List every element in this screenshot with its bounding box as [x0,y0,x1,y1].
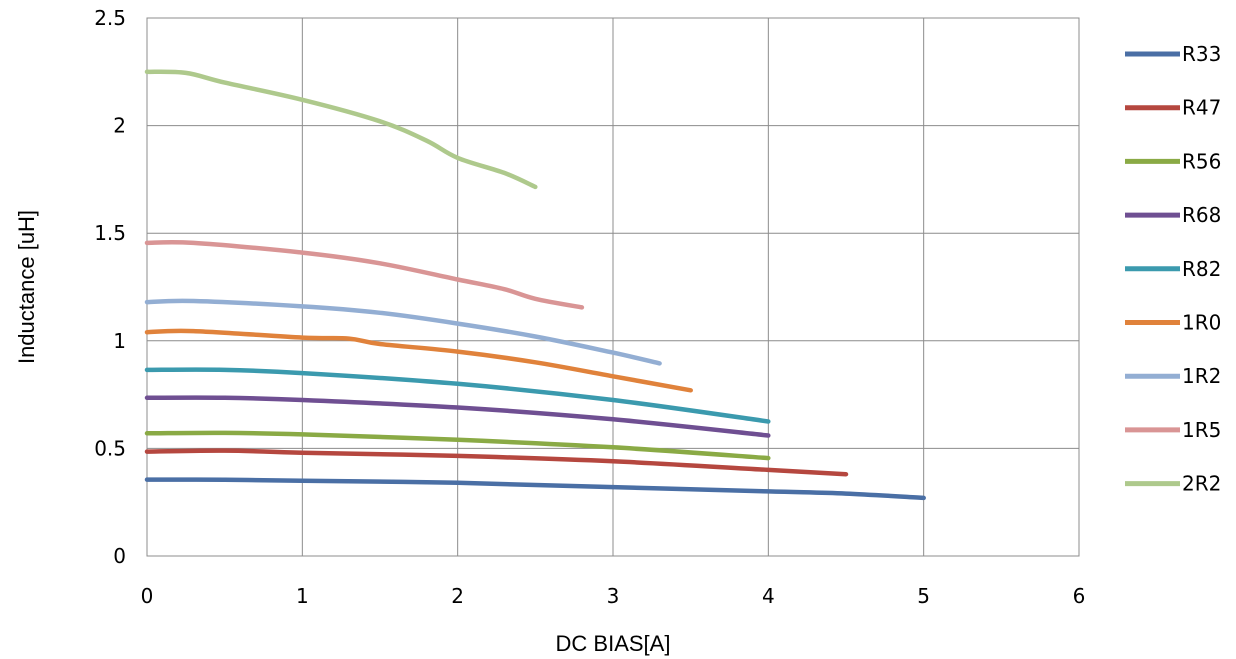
series-line-r47 [144,448,849,477]
legend-label-1r5: 1R5 [1182,418,1221,442]
x-tick-label: 6 [1073,584,1086,608]
y-axis-ticks: 0 0.5 1 1.5 2 2.5 [94,6,126,568]
series-line-1r5 [144,239,585,310]
y-tick-label: 0.5 [94,436,126,460]
x-tick-label: 0 [141,584,154,608]
legend-label-1r2: 1R2 [1182,364,1221,388]
series-line-r33 [144,477,926,501]
legend-label-2r2: 2R2 [1182,472,1221,496]
grid [146,17,1080,557]
y-tick-label: 1 [113,329,126,353]
legend: R33 R47 R56 R68 R82 1R0 1R2 1R5 2R2 [1125,42,1221,496]
y-axis-title: Inductance [uH] [14,210,39,364]
x-tick-label: 2 [451,584,464,608]
series-line-1r2 [144,298,662,366]
legend-label-r82: R82 [1182,257,1221,281]
y-tick-label: 2.5 [94,6,126,30]
y-tick-label: 1.5 [94,221,126,245]
legend-label-r56: R56 [1182,149,1221,173]
legend-label-1r0: 1R0 [1182,311,1221,335]
series-line-r68 [144,395,771,438]
x-axis-title: DC BIAS[A] [556,631,671,656]
series-lines [144,69,926,501]
y-tick-label: 0 [113,544,126,568]
series-line-2r2 [144,69,538,190]
x-tick-label: 1 [296,584,309,608]
x-tick-label: 4 [762,584,775,608]
x-axis-ticks: 0 1 2 3 4 5 6 [141,584,1086,608]
legend-label-r47: R47 [1182,96,1221,120]
series-line-r56 [144,430,771,461]
legend-label-r33: R33 [1182,42,1221,66]
x-tick-label: 3 [607,584,620,608]
legend-label-r68: R68 [1182,203,1221,227]
y-tick-label: 2 [113,114,126,138]
series-line-1r0 [144,328,693,393]
series-line-r82 [144,367,771,424]
x-tick-label: 5 [917,584,930,608]
plot-area [146,17,1080,557]
